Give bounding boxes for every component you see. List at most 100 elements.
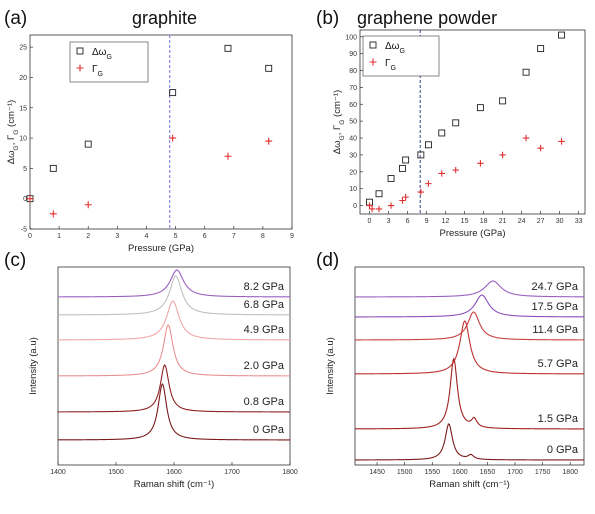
x-tick-label: 15 xyxy=(461,218,469,225)
legend-marker-gamma xyxy=(369,58,377,66)
data-point-gamma xyxy=(265,137,273,145)
x-tick-label: 24 xyxy=(518,218,526,225)
data-point-gamma xyxy=(375,205,383,213)
data-point-delta-omega xyxy=(537,45,545,53)
x-tick-label: 1800 xyxy=(282,469,298,476)
data-point-gamma xyxy=(224,152,232,160)
x-tick-label: 1 xyxy=(57,233,61,240)
data-point-gamma xyxy=(368,205,376,213)
y-tick-label: -5 xyxy=(21,227,27,234)
panel-label: (d) xyxy=(316,250,339,271)
data-point-gamma xyxy=(26,195,34,203)
spectrum-label: 2.0 GPa xyxy=(244,360,285,372)
spectrum-line xyxy=(58,383,290,441)
y-tick-label: 15 xyxy=(19,105,27,112)
x-tick-label: 1450 xyxy=(369,469,385,476)
spectrum-line xyxy=(355,294,585,318)
legend-marker-delta-omega xyxy=(369,41,377,49)
x-tick-label: 30 xyxy=(556,218,564,225)
data-point-gamma xyxy=(417,188,425,196)
data-point-delta-omega xyxy=(49,164,57,172)
x-tick-label: 1700 xyxy=(224,469,240,476)
x-tick-label: 3 xyxy=(115,233,119,240)
panel-label: (b) xyxy=(316,8,339,29)
spectrum-label: 5.7 GPa xyxy=(538,358,579,370)
x-tick-label: 21 xyxy=(499,218,507,225)
data-point-delta-omega xyxy=(169,89,177,97)
data-point-gamma xyxy=(537,144,544,152)
legend-marker-delta-omega xyxy=(76,47,84,55)
x-tick-label: 0 xyxy=(368,218,372,225)
x-tick-label: 3 xyxy=(387,218,391,225)
panel-title: graphite xyxy=(132,8,197,28)
data-point-gamma xyxy=(49,210,57,218)
panel-label: (a) xyxy=(4,8,27,29)
x-tick-label: 1600 xyxy=(166,469,182,476)
x-tick-label: 1500 xyxy=(397,469,413,476)
y-tick-label: 20 xyxy=(19,75,27,82)
spectrum-line xyxy=(58,300,290,341)
legend-entry: ΓG xyxy=(92,64,103,78)
data-point-delta-omega xyxy=(84,140,92,148)
legend-entry: ΓG xyxy=(385,58,396,72)
data-point-gamma xyxy=(477,160,484,167)
y-tick-label: 5 xyxy=(23,166,27,173)
y-axis-label: Intensity (a.u) xyxy=(28,337,39,395)
y-tick-label: 80 xyxy=(349,68,357,75)
spectrum-label: 8.2 GPa xyxy=(244,281,285,293)
plot-frame xyxy=(29,34,293,230)
data-point-gamma xyxy=(169,134,177,142)
panel-b-graphene-pressure-plot: 0 3 6 9 12 15 18 21 24 27 30 33 0 10 20 30 40 50 60 70 80 90 1… xyxy=(316,8,586,239)
spectrum-line xyxy=(355,280,584,298)
data-point-gamma xyxy=(402,193,409,201)
x-tick-label: 8 xyxy=(261,233,265,240)
y-tick-label: 10 xyxy=(19,136,27,143)
y-axis-label: Intensity (a.u) xyxy=(325,337,336,395)
data-point-delta-omega xyxy=(224,44,232,52)
spectrum-label: 17.5 GPa xyxy=(532,301,579,313)
panel-c-graphite-raman-spectra: 1400 1500 1600 1700 1800 0 GPa 0.8 GPa 2.0 GPa 4… xyxy=(4,250,298,490)
spectrum-line xyxy=(58,324,290,377)
legend-marker-gamma xyxy=(76,64,84,72)
data-point-delta-omega xyxy=(399,164,406,172)
spectrum-label: 1.5 GPa xyxy=(538,413,579,425)
y-tick-label: 30 xyxy=(349,152,357,159)
data-point-gamma xyxy=(387,202,395,209)
data-point-delta-omega xyxy=(375,190,383,198)
data-point-delta-omega xyxy=(522,68,530,76)
x-tick-label: 1700 xyxy=(507,469,523,476)
y-tick-label: 20 xyxy=(349,169,357,176)
spectrum-line xyxy=(355,357,584,430)
y-tick-label: 90 xyxy=(349,51,357,58)
data-point-gamma xyxy=(84,201,92,209)
x-axis-label: Pressure (GPa) xyxy=(440,228,506,239)
spectrum-line xyxy=(58,275,290,316)
x-tick-label: 12 xyxy=(442,218,450,225)
panel-d-graphene-raman-spectra: 1450 1500 1550 1600 1650 1700 1750 1800 0 GPa 1.5… xyxy=(316,250,585,490)
panel-title: graphene powder xyxy=(357,8,497,28)
y-tick-label: 25 xyxy=(19,45,27,52)
x-tick-label: 33 xyxy=(575,218,583,225)
x-tick-label: 27 xyxy=(537,218,545,225)
x-axis-label: Raman shift (cm⁻¹) xyxy=(134,479,215,490)
data-point-gamma xyxy=(438,170,445,177)
x-tick-label: 2 xyxy=(86,233,90,240)
x-tick-label: 7 xyxy=(232,233,236,240)
plot-frame xyxy=(359,29,586,215)
x-tick-label: 1600 xyxy=(452,469,468,476)
data-point-delta-omega xyxy=(425,141,432,149)
spectrum-label: 6.8 GPa xyxy=(244,299,285,311)
y-tick-label: 70 xyxy=(349,85,357,92)
y-tick-label: 0 xyxy=(353,203,357,210)
x-tick-label: 0 xyxy=(28,233,32,240)
x-axis-label: Pressure (GPa) xyxy=(128,243,194,254)
x-tick-label: 1750 xyxy=(535,469,551,476)
data-point-delta-omega xyxy=(499,97,507,105)
x-tick-label: 1550 xyxy=(424,469,440,476)
spectrum-line xyxy=(58,364,290,413)
spectrum-line xyxy=(58,269,290,298)
data-point-gamma xyxy=(558,138,565,145)
x-tick-label: 1500 xyxy=(108,469,124,476)
data-point-gamma xyxy=(425,180,432,187)
